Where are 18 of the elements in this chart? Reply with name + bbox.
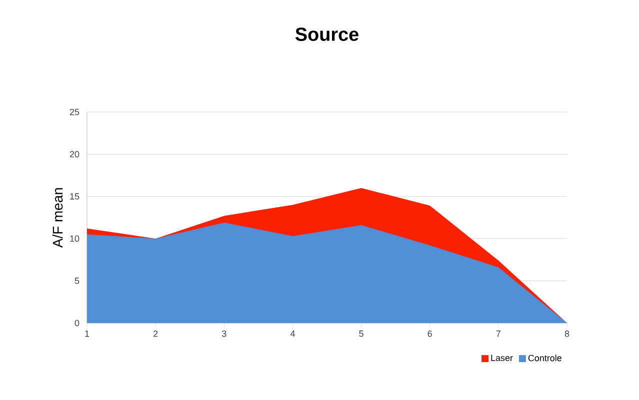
legend-label: Controle xyxy=(528,354,562,362)
y-tick-label: 20 xyxy=(70,151,80,158)
y-tick-label: 25 xyxy=(70,108,80,116)
y-axis-title: A/F mean xyxy=(52,188,63,248)
y-tick-label: 15 xyxy=(70,193,80,200)
x-tick-label: 5 xyxy=(359,330,364,337)
x-tick-label: 7 xyxy=(496,330,500,337)
x-tick-label: 4 xyxy=(290,330,295,337)
chart-title: Source xyxy=(295,28,358,41)
legend-label: Laser xyxy=(491,354,513,362)
x-tick-label: 6 xyxy=(428,330,432,337)
x-tick-label: 1 xyxy=(85,330,90,337)
y-tick-label: 0 xyxy=(74,320,80,326)
x-tick-label: 3 xyxy=(222,330,226,337)
y-tick-label: 10 xyxy=(70,235,80,242)
x-tick-label: 2 xyxy=(154,330,158,337)
y-tick-label: 5 xyxy=(74,278,80,284)
x-tick-label: 8 xyxy=(564,330,570,337)
